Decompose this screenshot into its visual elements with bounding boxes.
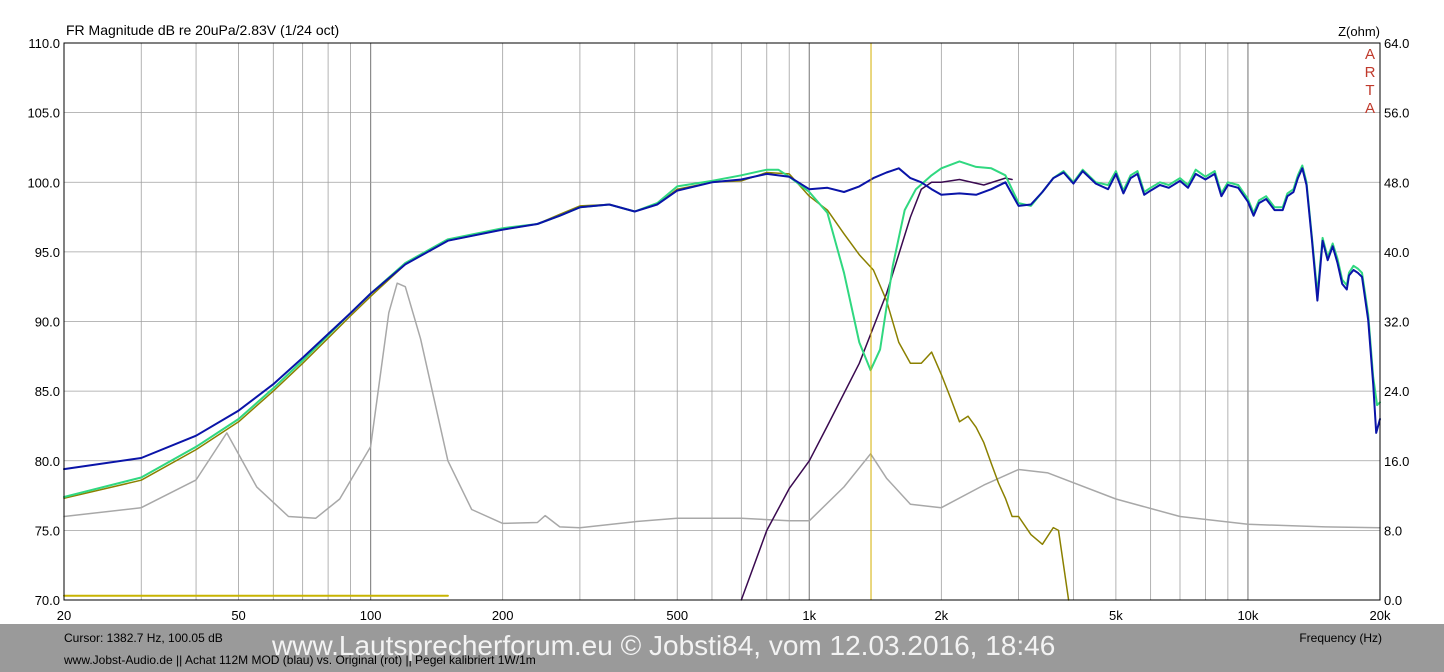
y2-tick-label: 64.0: [1384, 36, 1409, 51]
y-tick-label: 110.0: [28, 36, 60, 51]
y-tick-label: 100.0: [27, 175, 60, 190]
x-tick-label: 20k: [1370, 608, 1391, 623]
x-tick-label: 50: [231, 608, 245, 623]
arta-logo-letter: A: [1364, 46, 1375, 63]
source-caption: www.Jobst-Audio.de || Achat 112M MOD (bl…: [64, 653, 536, 667]
series-line-5: [63, 167, 1381, 471]
watermark: www.Lautsprecherforum.eu © Jobsti84, vom…: [272, 630, 1056, 661]
series-layer: [63, 160, 1381, 601]
arta-logo-letter: T: [1365, 82, 1375, 99]
x-tick-label: 200: [492, 608, 514, 623]
series-line-3: [63, 171, 1070, 601]
x-axis-label: Frequency (Hz): [1299, 631, 1382, 645]
right-axis-title: Z(ohm): [1338, 24, 1380, 39]
y-tick-label: 105.0: [27, 106, 60, 121]
y-tick-label: 85.0: [35, 384, 60, 399]
x-tick-label: 1k: [802, 608, 816, 623]
y2-tick-label: 40.0: [1384, 245, 1409, 260]
chart-title: FR Magnitude dB re 20uPa/2.83V (1/24 oct…: [66, 22, 339, 38]
series-line-1: [63, 282, 1381, 529]
x-tick-label: 100: [360, 608, 382, 623]
y2-tick-label: 8.0: [1384, 523, 1402, 538]
arta-logo-letter: R: [1364, 64, 1376, 81]
y2-tick-label: 16.0: [1384, 454, 1409, 469]
y-tick-label: 75.0: [35, 523, 60, 538]
y-tick-label: 95.0: [35, 245, 60, 260]
y2-tick-label: 32.0: [1384, 315, 1409, 330]
y2-tick-label: 0.0: [1384, 593, 1402, 608]
tick-labels: 70.0 75.0 80.0 85.0 90.0 95.0 100.0 105.0 110.0 0…: [27, 36, 1409, 623]
x-tick-label: 5k: [1109, 608, 1123, 623]
x-tick-label: 2k: [934, 608, 948, 623]
grid-layer: [64, 43, 1380, 600]
plot-frame: [63, 42, 1381, 601]
cursor-readout: Cursor: 1382.7 Hz, 100.05 dB: [64, 631, 223, 645]
y-tick-label: 90.0: [35, 315, 60, 330]
y-tick-label: 70.0: [35, 593, 60, 608]
x-tick-label: 10k: [1237, 608, 1258, 623]
x-tick-label: 500: [666, 608, 688, 623]
frequency-response-chart: 70.0 75.0 80.0 85.0 90.0 95.0 100.0 105.0 110.0 0…: [27, 22, 1409, 623]
y-tick-label: 80.0: [35, 454, 60, 469]
x-tick-label: 20: [57, 608, 71, 623]
y2-tick-label: 56.0: [1384, 106, 1409, 121]
footer-band: [0, 624, 1444, 672]
y2-tick-label: 24.0: [1384, 384, 1409, 399]
arta-logo-letter: A: [1364, 100, 1375, 117]
y2-tick-label: 48.0: [1384, 175, 1409, 190]
series-line-2: [740, 177, 1013, 601]
